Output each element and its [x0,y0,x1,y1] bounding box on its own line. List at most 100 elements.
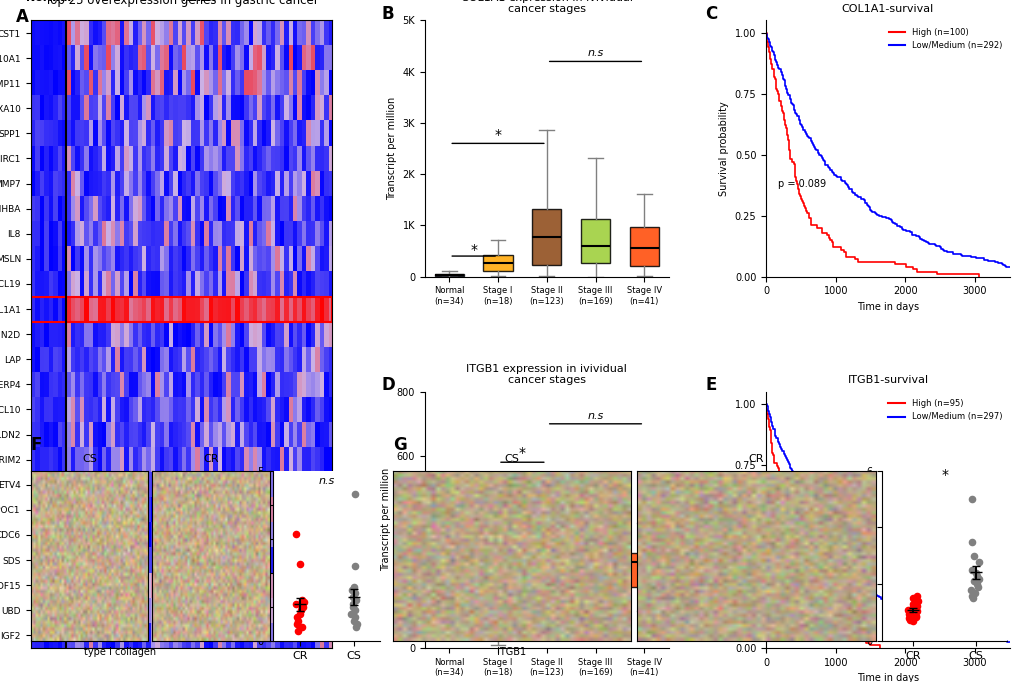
Point [962,584,978,595]
PathPatch shape [581,549,609,581]
Text: D: D [381,376,394,394]
Point [909,596,925,607]
Point [287,528,304,539]
Point [342,608,359,619]
Point [294,602,311,612]
Point [348,619,365,629]
Point [345,581,362,592]
Point [968,579,984,590]
Legend: High (n=100), Low/Medium (n=292): High (n=100), Low/Medium (n=292) [884,25,1005,53]
Point [288,619,305,629]
Title: CS: CS [82,454,97,464]
Text: *: * [519,447,526,460]
Point [901,607,917,618]
PathPatch shape [434,273,464,276]
Point [346,489,363,500]
Title: CR: CR [748,454,763,464]
Text: B: B [381,5,393,23]
Text: E: E [704,376,716,394]
Text: *: * [470,243,477,256]
Point [345,615,362,626]
Point [344,591,361,602]
Text: ITGB1: ITGB1 [497,647,526,657]
PathPatch shape [581,219,609,263]
Point [901,614,917,625]
PathPatch shape [434,569,464,602]
Title: ITGB1 expression in ivividual
cancer stages: ITGB1 expression in ivividual cancer sta… [466,364,627,385]
X-axis label: Time in days: Time in days [856,673,918,682]
Text: A: A [15,8,29,26]
Point [288,612,305,623]
Point [346,605,363,616]
Point [969,573,985,584]
Title: COL1A1-survival: COL1A1-survival [841,4,933,14]
Text: Tumor: Tumor [179,0,218,3]
Title: ITGB1-survival: ITGB1-survival [847,376,927,385]
Point [346,588,363,599]
Point [901,608,917,619]
Point [904,599,920,610]
PathPatch shape [629,228,658,266]
Point [964,593,980,604]
Point [289,625,306,636]
Point [969,582,985,593]
Point [291,608,308,619]
Bar [31,297,332,322]
PathPatch shape [629,553,658,587]
Point [293,622,310,633]
Point [968,570,984,581]
Y-axis label: Transcript per million: Transcript per million [381,469,390,572]
Text: n.s: n.s [319,476,334,486]
Text: n.s: n.s [587,411,603,421]
Point [346,612,363,623]
Y-axis label: Survival probability: Survival probability [718,101,729,196]
Text: p = 0.089: p = 0.089 [777,179,825,189]
Point [908,606,924,617]
X-axis label: Time in days: Time in days [856,302,918,312]
Point [965,576,981,587]
Point [963,590,979,601]
Y-axis label: Relative ITGB1 epxression: Relative ITGB1 epxression [851,496,860,615]
Point [293,595,310,606]
Text: F: F [31,436,42,454]
Point [907,612,923,623]
PathPatch shape [532,209,560,265]
Point [292,605,309,616]
Point [346,561,363,572]
Point [293,600,310,611]
Point [963,494,979,505]
Y-axis label: Rleative Col epxression: Rleative Col epxression [243,503,252,609]
Y-axis label: Transcript per million: Transcript per million [386,97,396,200]
Text: *: * [494,128,501,143]
Point [904,602,920,612]
Point [907,610,923,621]
Point [347,622,364,633]
Title: Top 25 overexpression genes in gastric cancer: Top 25 overexpression genes in gastric c… [45,0,318,7]
Point [347,595,364,606]
Text: C: C [704,5,716,23]
Point [296,596,312,608]
PathPatch shape [532,563,560,593]
Point [967,567,983,578]
Point [970,556,986,567]
Point [900,604,916,615]
Point [344,602,361,612]
Point [965,550,981,561]
Title: CR: CR [203,454,218,464]
PathPatch shape [483,255,513,271]
Y-axis label: Survival probability: Survival probability [718,473,729,567]
Point [343,584,360,595]
Point [291,559,308,570]
Title: CS: CS [504,454,519,464]
Point [963,536,979,547]
PathPatch shape [483,606,513,622]
Text: Normal: Normal [25,0,71,3]
Point [294,602,311,612]
Text: G: G [392,436,406,454]
Text: *: * [470,472,477,486]
Text: *: * [941,468,948,482]
Point [963,565,979,576]
Point [344,598,361,609]
Point [908,590,924,601]
Text: n.s: n.s [587,48,603,59]
